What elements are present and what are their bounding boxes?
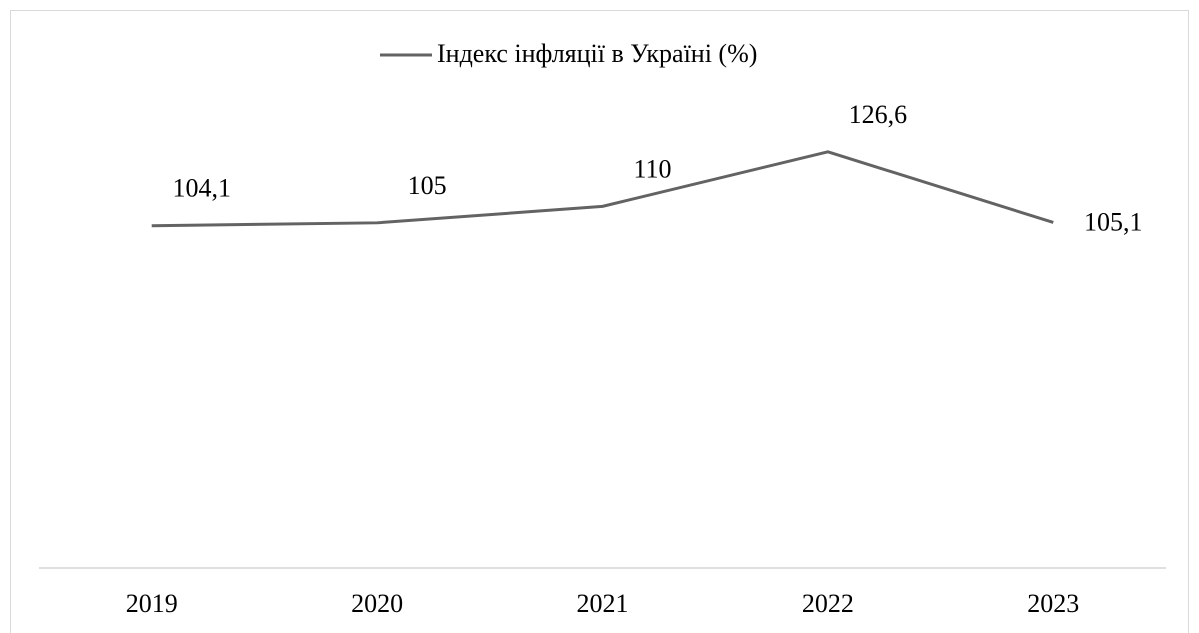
x-tick-label: 2021 — [577, 589, 629, 618]
x-tick-label: 2019 — [126, 589, 178, 618]
data-label: 126,6 — [849, 100, 908, 129]
x-tick-label: 2022 — [802, 589, 854, 618]
data-label: 104,1 — [172, 174, 231, 203]
data-label: 110 — [633, 154, 671, 183]
legend-label: Індекс інфляції в Україні (%) — [437, 39, 757, 68]
chart-frame — [10, 10, 1189, 633]
line-series — [151, 150, 1054, 228]
data-label: 105,1 — [1084, 207, 1143, 236]
x-tick-label: 2023 — [1027, 589, 1079, 618]
x-tick-label: 2020 — [351, 589, 403, 618]
data-label: 105 — [408, 171, 447, 200]
